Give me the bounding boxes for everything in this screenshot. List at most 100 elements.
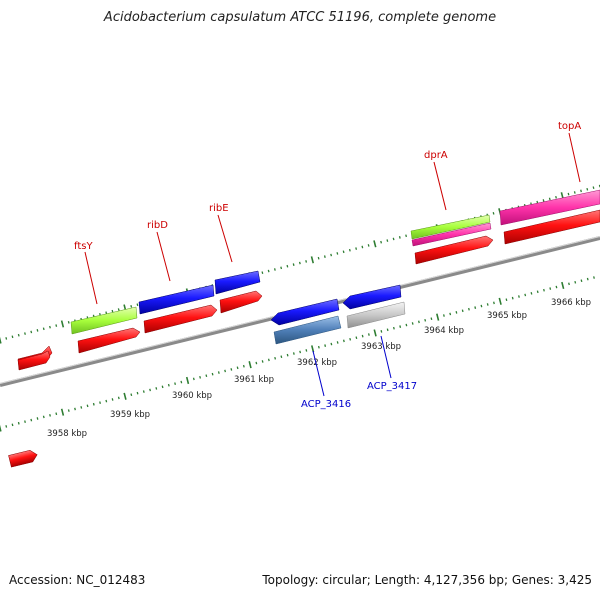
minor-tick: [117, 396, 120, 400]
minor-tick: [136, 303, 139, 307]
minor-tick: [386, 328, 389, 332]
minor-tick: [305, 260, 308, 263]
minor-tick: [105, 311, 108, 315]
minor-tick: [305, 349, 308, 352]
minor-tick: [330, 253, 333, 257]
minor-tick: [136, 391, 139, 395]
ftsY-gene[interactable]: [70, 306, 138, 335]
minor-tick: [55, 412, 58, 416]
minor-tick: [336, 341, 339, 344]
axis-label: 3966 kbp: [551, 298, 591, 308]
minor-tick: [286, 353, 289, 357]
minor-tick: [474, 306, 477, 309]
minor-tick: [505, 298, 508, 302]
minor-tick: [255, 361, 258, 365]
ribD-gene[interactable]: [138, 284, 215, 315]
minor-tick: [367, 333, 370, 336]
cds-forward-6[interactable]: [414, 235, 494, 265]
minor-tick: [55, 324, 58, 327]
minor-tick: [411, 322, 414, 325]
ftsY-leader: [84, 251, 98, 305]
gene-label-topA: topA: [558, 121, 581, 132]
inner-tick-row: [0, 276, 595, 432]
features-reverse: [270, 284, 406, 345]
topA-gene[interactable]: [499, 189, 600, 226]
minor-tick: [167, 383, 170, 387]
minor-tick: [130, 305, 133, 308]
minor-tick: [192, 377, 195, 381]
minor-tick: [349, 337, 352, 341]
minor-tick: [417, 320, 420, 324]
cds-forward-5[interactable]: [219, 290, 263, 314]
minor-tick: [298, 261, 301, 265]
gene-label-ACP_3416: ACP_3416: [301, 399, 351, 410]
minor-tick: [155, 387, 158, 390]
minor-tick: [161, 385, 164, 389]
cds-forward-1[interactable]: [8, 449, 39, 468]
minor-tick: [117, 308, 120, 311]
minor-tick: [493, 301, 495, 305]
minor-tick: [80, 406, 83, 409]
minor-tick: [42, 327, 45, 331]
ACP_3417-blue[interactable]: [342, 284, 402, 310]
minor-tick: [299, 350, 302, 354]
axis-label: 3965 kbp: [487, 311, 527, 321]
dprA-pink[interactable]: [411, 222, 492, 247]
axis-label: 3958 kbp: [47, 429, 87, 439]
axis-label: 3964 kbp: [424, 326, 464, 336]
gene-label-ACP_3417: ACP_3417: [367, 381, 417, 392]
minor-tick: [5, 337, 8, 340]
ACP_3417-leader: [380, 335, 392, 379]
minor-tick: [280, 266, 283, 270]
minor-tick: [330, 342, 333, 346]
axis-label: 3960 kbp: [172, 391, 212, 401]
major-tick: [498, 297, 502, 305]
minor-tick: [49, 325, 51, 329]
minor-tick: [86, 404, 89, 408]
major-tick: [436, 313, 440, 321]
major-tick: [373, 240, 377, 248]
gene-label-dprA: dprA: [424, 150, 448, 161]
minor-tick: [205, 374, 208, 378]
ACP_3416-blue[interactable]: [270, 298, 340, 326]
minor-tick: [573, 191, 576, 194]
major-tick: [185, 376, 190, 385]
minor-tick: [130, 393, 133, 397]
minor-tick: [292, 352, 295, 355]
dprA-gene[interactable]: [410, 214, 491, 240]
accession-text: Accession: NC_012483: [9, 573, 146, 587]
cds-forward-2-body[interactable]: [17, 350, 51, 371]
ACP_3417-gray[interactable]: [346, 301, 406, 329]
axis-label: 3959 kbp: [110, 410, 150, 420]
minor-tick: [430, 317, 433, 321]
ribE-gene[interactable]: [214, 270, 261, 295]
minor-tick: [30, 330, 33, 334]
cds-forward-7[interactable]: [503, 209, 600, 245]
ACP_3416-steel[interactable]: [273, 315, 342, 345]
minor-tick: [36, 417, 39, 420]
axis-label: 3963 kbp: [361, 342, 401, 352]
minor-tick: [586, 187, 589, 191]
minor-tick: [574, 280, 577, 284]
major-tick: [310, 256, 315, 264]
minor-tick: [149, 388, 151, 392]
minor-tick: [548, 197, 551, 201]
minor-tick: [424, 318, 427, 322]
cds-forward-3[interactable]: [77, 327, 141, 354]
minor-tick: [568, 282, 570, 286]
minor-tick: [180, 380, 183, 384]
minor-tick: [324, 344, 327, 347]
minor-tick: [567, 192, 570, 196]
ACP_3416-leader: [312, 350, 325, 397]
minor-tick: [380, 330, 383, 333]
minor-tick: [492, 211, 495, 215]
minor-tick: [5, 425, 8, 428]
minor-tick: [36, 329, 39, 332]
cds-forward-4[interactable]: [143, 304, 218, 334]
minor-tick: [367, 244, 370, 247]
major-tick: [0, 424, 2, 432]
minor-tick: [455, 311, 458, 314]
minor-tick: [99, 401, 101, 404]
minor-tick: [355, 336, 358, 340]
features-forward: [17, 189, 600, 371]
